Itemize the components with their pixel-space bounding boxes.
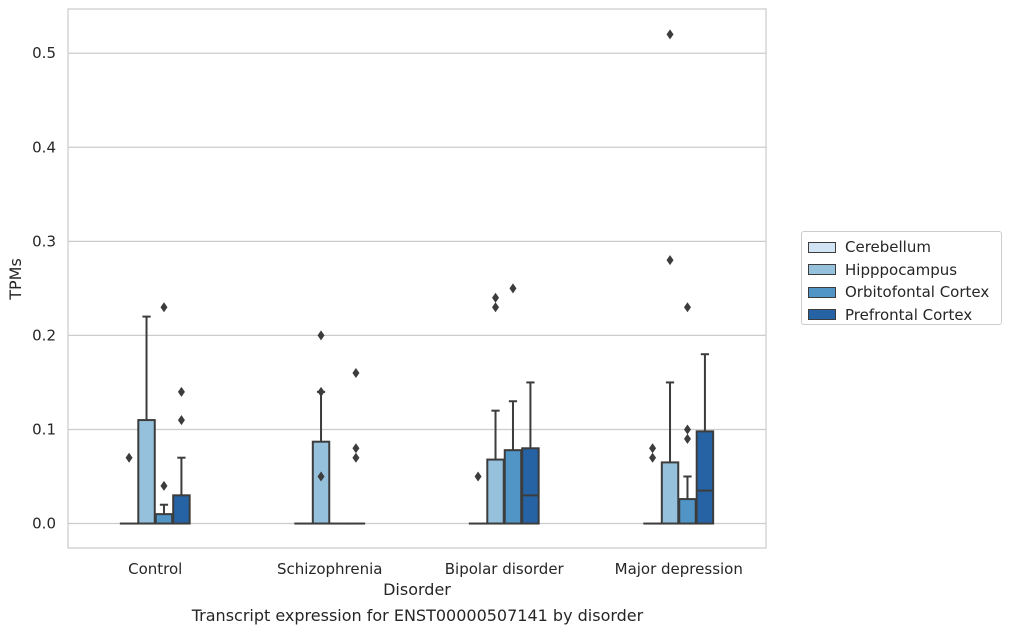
box-body: [678, 498, 697, 525]
legend-label: Orbitofontal Cortex: [845, 283, 990, 302]
x-tick-label: Major depression: [615, 560, 743, 578]
box: [678, 302, 697, 525]
chart-caption: Transcript expression for ENST0000050714…: [191, 606, 644, 625]
legend-swatch: [808, 286, 836, 298]
outlier-point: [177, 415, 185, 426]
x-axis-label: Disorder: [383, 580, 451, 599]
outlier-point: [317, 471, 325, 482]
box: [468, 471, 488, 525]
outlier-point: [317, 330, 325, 341]
outlier-point: [649, 443, 657, 454]
legend-item-cerebellum: Cerebellum: [808, 236, 1001, 259]
outlier-point: [160, 480, 168, 491]
box-body: [660, 461, 680, 525]
box-body: [521, 447, 540, 525]
y-tick-label: 0.3: [32, 232, 56, 250]
box: [311, 330, 331, 525]
outlier-point: [352, 368, 360, 379]
legend-item-orbitofrontal-cortex: Orbitofontal Cortex: [808, 281, 1001, 304]
x-tick-label: Control: [128, 560, 182, 578]
box: [503, 283, 523, 525]
outlier-point: [352, 443, 360, 454]
legend-swatch: [808, 264, 836, 276]
y-tick-label: 0.0: [32, 515, 56, 533]
y-tick-label: 0.1: [32, 420, 56, 438]
box-body: [486, 458, 505, 525]
outlier-point: [683, 302, 691, 313]
box-body: [172, 494, 191, 525]
legend: Cerebellum Hipppocampus Orbitofontal Cor…: [801, 231, 1002, 325]
outlier-point: [492, 302, 500, 313]
outlier-point: [666, 255, 674, 266]
outlier-point: [125, 452, 133, 463]
box-body: [695, 430, 715, 525]
box-body: [137, 419, 156, 525]
y-tick-label: 0.4: [32, 138, 56, 156]
outlier-point: [492, 292, 500, 303]
box-body: [311, 440, 331, 525]
x-tick-labels: Control Schizophrenia Bipolar disorder Majo…: [128, 560, 743, 578]
outlier-point: [683, 424, 691, 435]
outlier-point: [509, 283, 517, 294]
box-body: [503, 449, 523, 525]
box: [172, 386, 191, 525]
box: [521, 381, 540, 525]
box: [660, 29, 680, 525]
box-layer: [119, 29, 715, 525]
legend-label: Cerebellum: [845, 238, 931, 257]
legend-label: Hipppocampus: [845, 260, 958, 279]
outlier-point: [352, 452, 360, 463]
outlier-point: [649, 452, 657, 463]
plot-frame: [67, 8, 767, 549]
y-axis-label: TPMs: [6, 258, 25, 301]
legend-item-prefrontal-cortex: Prefrontal Cortex: [808, 304, 1001, 327]
box: [486, 292, 505, 525]
legend-swatch: [808, 241, 836, 253]
legend-swatch: [808, 309, 836, 321]
legend-label: Prefrontal Cortex: [845, 305, 973, 324]
outlier-point: [177, 386, 185, 397]
outlier-point: [683, 433, 691, 444]
box: [137, 315, 156, 525]
box: [119, 452, 139, 525]
box: [695, 353, 715, 525]
x-tick-label: Schizophrenia: [277, 560, 382, 578]
box-body: [154, 513, 174, 525]
outlier-point: [474, 471, 482, 482]
x-tick-label: Bipolar disorder: [445, 560, 565, 578]
box: [346, 368, 366, 525]
outlier-point: [666, 29, 674, 40]
gridlines: [68, 52, 766, 525]
outlier-point: [160, 302, 168, 313]
y-tick-labels: 0.0 0.1 0.2 0.3 0.4 0.5: [32, 44, 56, 532]
y-tick-label: 0.2: [32, 326, 56, 344]
box: [154, 302, 174, 525]
legend-item-hippocampus: Hipppocampus: [808, 259, 1001, 282]
outlier-point: [317, 386, 325, 397]
box: [643, 443, 662, 525]
y-tick-label: 0.5: [32, 44, 56, 62]
